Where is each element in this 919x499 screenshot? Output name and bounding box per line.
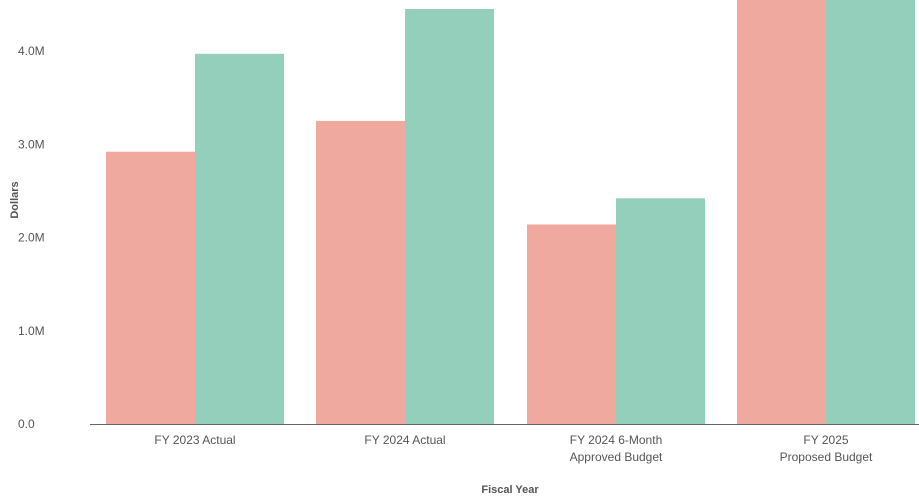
y-axis-ticks: 0.0 1.0M 2.0M 3.0M 4.0M xyxy=(18,44,45,431)
x-axis-ticks: FY 2023 Actual FY 2024 Actual FY 2024 6-Mo… xyxy=(154,433,873,464)
x-tick-label: FY 2023 Actual xyxy=(154,433,235,447)
y-tick-label: 1.0M xyxy=(18,324,45,338)
bar-series-1-category-4[interactable] xyxy=(737,0,826,424)
bar-series-2-category-3[interactable] xyxy=(616,198,705,424)
y-axis-title: Dollars xyxy=(9,181,21,218)
bars-group xyxy=(106,0,915,425)
bar-series-1-category-3[interactable] xyxy=(527,224,616,424)
x-tick-label: FY 2025 xyxy=(803,433,848,447)
bar-series-1-category-1[interactable] xyxy=(106,151,195,424)
x-tick-label: Approved Budget xyxy=(570,450,663,464)
bar-series-2-category-1[interactable] xyxy=(195,53,284,425)
y-tick-label: 2.0M xyxy=(18,231,45,245)
y-tick-label: 3.0M xyxy=(18,137,45,151)
y-tick-label: 0.0 xyxy=(18,417,35,431)
x-axis-title: Fiscal Year xyxy=(481,484,539,496)
y-tick-label: 4.0M xyxy=(18,44,45,58)
bar-series-2-category-4[interactable] xyxy=(826,0,915,424)
bar-series-2-category-2[interactable] xyxy=(405,9,494,424)
x-tick-label: Proposed Budget xyxy=(780,450,873,464)
x-tick-label: FY 2024 6-Month xyxy=(570,433,663,447)
bar-series-1-category-2[interactable] xyxy=(316,120,405,424)
x-tick-label: FY 2024 Actual xyxy=(364,433,445,447)
